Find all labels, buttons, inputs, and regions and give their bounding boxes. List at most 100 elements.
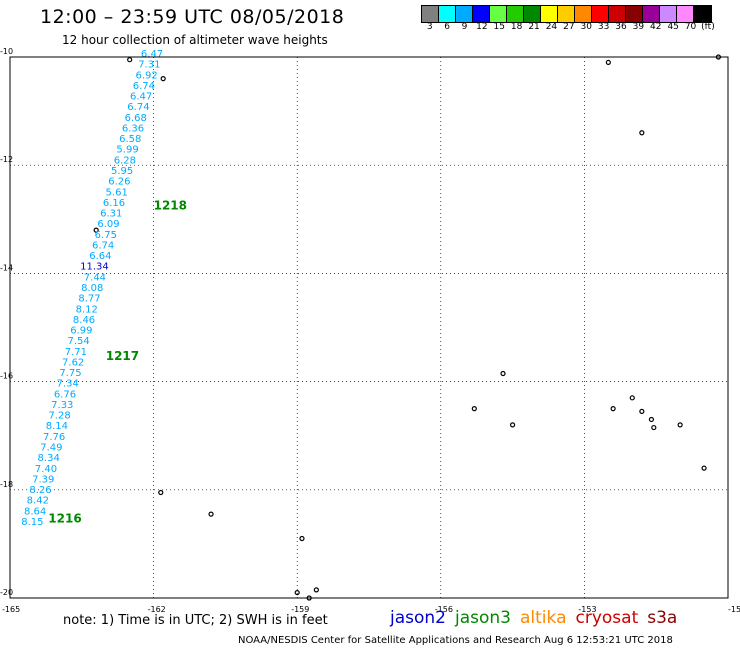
lat-tick-label: -18 [0,480,13,489]
color-scale-label: 30 [580,22,592,32]
island-outline [639,408,645,414]
color-scale-label: 24 [545,22,558,32]
wave-height-value: 7.44 [84,272,106,283]
lon-tick-label: -156 [435,605,453,614]
color-scale-labels: 3 6 9 12 15 18 21 24 27 30 33 36 39 42 45 70 (ft) [421,22,717,32]
wave-height-value: 6.26 [108,177,130,188]
wave-height-value: 8.26 [29,485,51,496]
wave-height-value: 7.49 [40,443,62,454]
wave-height-value: 6.36 [122,123,144,134]
color-swatch [660,6,677,22]
map-title: 12:00 – 23:59 UTC 08/05/2018 [40,6,345,28]
island-outline [158,489,164,496]
island-outline [208,511,214,517]
wave-height-value: 5.95 [111,166,133,177]
wave-height-value: 6.31 [100,209,122,220]
axis-tick-labels: -165 -162 -159 -156 -153 -150 -10 -12 -14 -16 -18 -… [0,47,740,614]
island-outline [127,57,133,63]
island-outline [299,535,305,542]
wave-height-value: 5.61 [106,187,128,198]
wave-height-value: 6.28 [114,155,136,166]
map-frame [9,56,729,599]
island-outline [93,227,99,233]
lon-tick-label: -165 [2,605,20,614]
color-swatch [592,6,609,22]
wave-height-value: 7.28 [48,411,70,422]
color-scale-label: 3 [426,22,433,32]
wave-height-value: 7.40 [35,464,57,475]
color-scale-label: 36 [615,22,627,32]
wave-height-value: 7.54 [67,336,89,347]
color-scale-label: 33 [597,22,610,32]
color-swatch [422,6,439,22]
island-outline [294,589,300,596]
wave-height-value: 8.15 [21,517,43,528]
color-swatch [558,6,575,22]
color-scale-label: 12 [476,22,488,32]
wave-height-value: 6.92 [135,70,157,81]
lon-tick-label: -153 [578,605,596,614]
wave-height-value: 5.99 [116,145,138,156]
color-scale-label: 15 [493,22,505,32]
lat-tick-label: -20 [0,588,13,597]
color-swatch [524,6,541,22]
mission-label: jason3 [455,608,511,628]
wave-height-value: 6.75 [95,230,117,241]
map-subtitle: 12 hour collection of altimeter wave hei… [62,33,328,47]
wave-height-value: 6.47 [141,49,163,60]
mission-label: jason2 [390,608,446,628]
color-scale-label: 70 [684,22,697,32]
island-outline [509,422,516,428]
wave-height-value: 7.33 [51,400,73,411]
island-outline [605,59,611,66]
lat-lon-grid [10,57,728,598]
lat-tick-label: -12 [0,155,13,164]
island-outline [648,416,655,423]
color-scale-label: 18 [510,22,523,32]
wave-height-value: 7.62 [62,357,84,368]
color-swatch [541,6,558,22]
wave-height-value: 7.39 [32,474,54,485]
island-outline [701,465,707,471]
color-swatch [609,6,626,22]
footnote: note: 1) Time is in UTC; 2) SWH is in fe… [63,613,328,628]
wave-height-value: 8.46 [73,315,95,326]
island-outline [677,422,683,428]
lat-tick-label: -16 [0,372,13,381]
wave-height-value: 6.76 [54,389,76,400]
wave-height-value: 8.08 [81,283,103,294]
color-swatch [456,6,473,22]
pass-number-label: 1216 [48,511,81,525]
color-scale-label: 45 [667,22,679,32]
lon-tick-label: -162 [148,605,166,614]
island-outline [651,424,657,431]
wave-height-value: 6.47 [130,92,152,103]
color-scale-label: 27 [563,22,575,32]
wave-height-value: 7.31 [138,60,160,71]
color-scale-label: 39 [632,22,645,32]
color-swatch [439,6,456,22]
color-swatch [575,6,592,22]
wave-height-value: 7.76 [43,432,65,443]
wave-height-value: 8.64 [24,506,46,517]
island-outlines [93,54,722,601]
island-outline [500,370,506,377]
island-outline [160,76,166,82]
wave-height-value: 6.74 [127,102,149,113]
color-swatch [473,6,490,22]
color-scale-label: 9 [461,22,468,32]
mission-label: cryosat [575,608,639,628]
wave-height-value: 8.77 [78,294,100,305]
island-outline [610,406,616,412]
color-scale-label: (ft) [701,22,715,32]
wave-height-value: 6.16 [103,198,125,209]
mission-label: altika [520,608,567,628]
wave-height-value: 8.34 [38,453,60,464]
pass-number-label: 1217 [106,349,139,363]
wave-height-value: 6.09 [97,219,119,230]
wave-height-value: 7.75 [59,368,81,379]
color-swatch [694,6,711,22]
mission-legend: jason2 jason3 altika cryosat s3a [390,608,677,628]
color-swatch [626,6,643,22]
